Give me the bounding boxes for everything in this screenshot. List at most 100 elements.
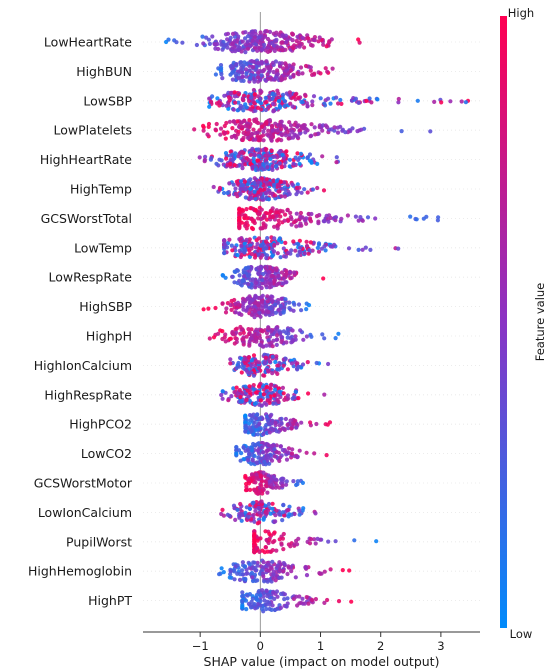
shap-point: [297, 508, 302, 513]
shap-point: [321, 276, 326, 281]
shap-point: [270, 101, 275, 106]
shap-point: [277, 189, 282, 194]
shap-point: [264, 239, 269, 244]
shap-point: [408, 214, 413, 219]
shap-point: [359, 127, 364, 132]
shap-point: [240, 560, 245, 565]
shap-point: [339, 216, 344, 221]
shap-point: [265, 49, 271, 55]
shap-point: [282, 592, 287, 597]
shap-point: [247, 421, 252, 426]
shap-point: [250, 596, 255, 601]
shap-point: [298, 128, 303, 133]
shap-point: [238, 237, 243, 242]
shap-point: [267, 479, 272, 484]
shap-point: [255, 448, 260, 453]
shap-point: [249, 196, 254, 201]
feature-label: LowIonCalcium: [38, 505, 132, 520]
shap-point: [285, 422, 290, 427]
shap-point: [238, 399, 243, 404]
shap-point: [258, 88, 263, 93]
shap-point: [262, 598, 267, 603]
shap-point: [257, 267, 262, 272]
shap-point: [298, 210, 303, 216]
shap-point: [220, 273, 226, 278]
shap-point: [250, 146, 255, 151]
shap-point: [263, 107, 268, 113]
shap-point: [373, 216, 378, 221]
shap-point: [220, 329, 225, 334]
shap-point: [180, 40, 185, 45]
shap-point: [263, 529, 268, 534]
shap-point: [244, 237, 249, 242]
shap-point: [296, 396, 301, 401]
shap-point: [299, 420, 304, 425]
shap-point: [312, 38, 317, 43]
shap-point: [268, 209, 273, 214]
shap-point: [253, 480, 258, 485]
shap-point: [297, 185, 302, 190]
shap-point: [220, 301, 225, 306]
shap-point: [347, 568, 352, 573]
shap-point: [286, 136, 291, 141]
shap-point: [261, 133, 266, 138]
shap-point: [264, 343, 269, 348]
shap-point: [252, 333, 257, 338]
feature-label: LowTemp: [74, 240, 132, 255]
shap-point: [275, 594, 280, 599]
shap-point: [275, 138, 280, 143]
shap-point: [308, 420, 313, 425]
shap-point: [245, 182, 250, 187]
shap-point: [300, 596, 305, 601]
shap-point: [244, 105, 249, 110]
shap-point: [247, 452, 252, 457]
shap-point: [219, 42, 224, 47]
shap-point: [233, 151, 238, 156]
shap-point: [265, 395, 270, 400]
shap-point: [240, 605, 245, 610]
shap-point: [298, 249, 303, 255]
shap-point: [293, 575, 298, 580]
shap-point: [367, 96, 372, 101]
shap-point: [232, 390, 237, 395]
shap-point: [259, 107, 264, 112]
shap-point: [267, 265, 273, 270]
shap-point: [338, 97, 343, 103]
shap-point: [243, 357, 249, 362]
shap-point: [261, 138, 266, 143]
shap-point: [288, 210, 293, 215]
shap-point: [328, 215, 333, 221]
shap-point: [363, 245, 368, 250]
shap-point: [256, 271, 261, 276]
shap-point: [298, 65, 304, 70]
colorbar-low-label: Low: [510, 627, 533, 641]
shap-point: [260, 445, 265, 450]
shap-point: [323, 248, 328, 253]
shap-point: [295, 253, 300, 258]
feature-label: LowSBP: [83, 93, 132, 108]
shap-point: [246, 481, 252, 486]
shap-point: [253, 152, 258, 158]
shap-point: [282, 218, 287, 223]
shap-point: [275, 241, 280, 246]
shap-point: [238, 103, 243, 108]
shap-point: [285, 393, 291, 398]
shap-point: [281, 180, 287, 185]
x-tick-label: −1: [192, 639, 209, 653]
shap-point: [275, 224, 280, 229]
shap-point: [252, 35, 257, 40]
shap-point: [334, 95, 339, 100]
shap-point: [262, 42, 267, 47]
shap-point: [192, 127, 197, 132]
shap-point: [282, 104, 287, 109]
shap-point: [248, 107, 253, 112]
shap-point: [271, 249, 277, 254]
shap-point: [282, 124, 287, 129]
shap-point: [257, 549, 262, 555]
shap-point: [243, 423, 248, 428]
shap-point: [235, 181, 240, 186]
shap-point: [279, 194, 284, 199]
shap-point: [272, 236, 277, 241]
shap-point: [222, 43, 227, 48]
shap-point: [320, 332, 325, 337]
